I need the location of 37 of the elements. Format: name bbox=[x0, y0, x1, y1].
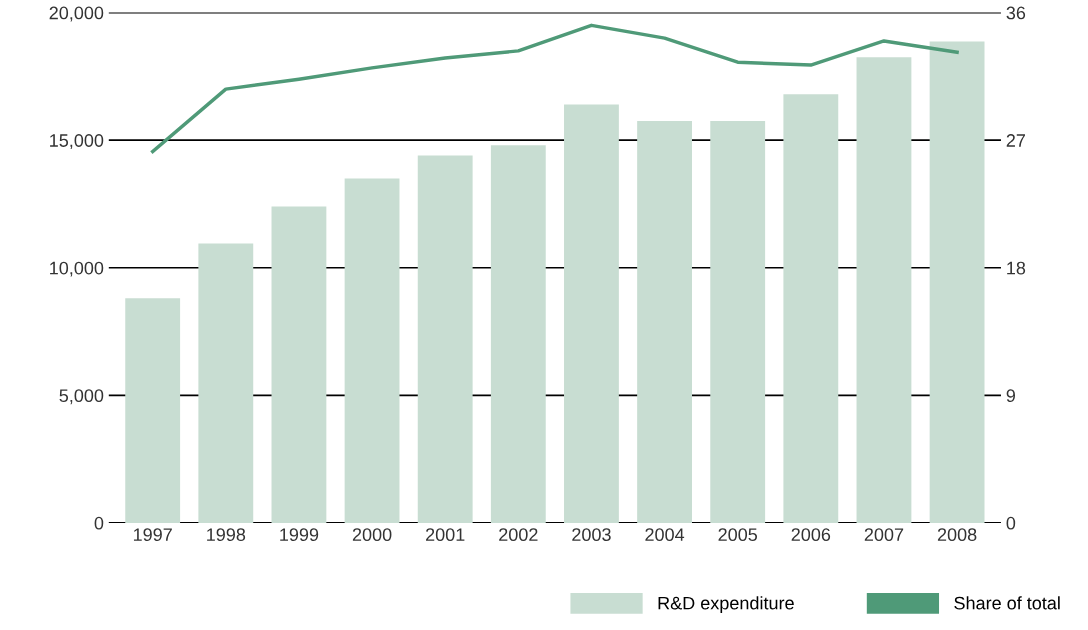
bar bbox=[564, 104, 619, 523]
x-tick-label: 2008 bbox=[937, 528, 977, 542]
x-tick-label: 2003 bbox=[572, 528, 611, 542]
x-tick-label: 2004 bbox=[645, 528, 685, 542]
x-tick-label: 2007 bbox=[864, 528, 904, 542]
y-tick-label: 20,000 bbox=[49, 6, 104, 22]
bar bbox=[710, 121, 766, 523]
bar bbox=[929, 41, 985, 523]
y2-tick-label: 36 bbox=[1006, 6, 1026, 20]
y2-tick-label: 9 bbox=[1006, 389, 1016, 403]
bar bbox=[490, 145, 546, 523]
bar bbox=[125, 298, 181, 523]
y2-tick-label: 27 bbox=[1006, 134, 1025, 147]
legend-label: Share of total bbox=[954, 596, 1060, 610]
x-tick-label: 1997 bbox=[133, 528, 172, 542]
bar bbox=[417, 155, 473, 523]
bar bbox=[856, 57, 912, 523]
x-tick-label: 2000 bbox=[352, 528, 392, 542]
x-tick-label: 2006 bbox=[791, 528, 831, 542]
x-tick-label: 2005 bbox=[718, 528, 758, 542]
bar bbox=[271, 206, 327, 523]
y-tick-label: 15,000 bbox=[50, 134, 104, 150]
bar bbox=[344, 178, 400, 523]
x-tick-label: 2001 bbox=[426, 528, 465, 542]
bar bbox=[198, 243, 254, 523]
line-series bbox=[150, 23, 959, 154]
legend-label: R&D expenditure bbox=[658, 596, 794, 614]
y-tick-label: 0 bbox=[94, 516, 104, 530]
bar bbox=[783, 94, 839, 523]
y-tick-label: 10,000 bbox=[50, 261, 104, 277]
x-tick-label: 2002 bbox=[499, 528, 538, 542]
x-tick-label: 1999 bbox=[280, 528, 319, 542]
y2-tick-label: 18 bbox=[1007, 261, 1026, 275]
x-tick-label: 1998 bbox=[207, 528, 246, 542]
y-tick-label: 5,000 bbox=[59, 389, 104, 405]
bar bbox=[637, 121, 692, 523]
y2-tick-label: 0 bbox=[1006, 516, 1016, 530]
